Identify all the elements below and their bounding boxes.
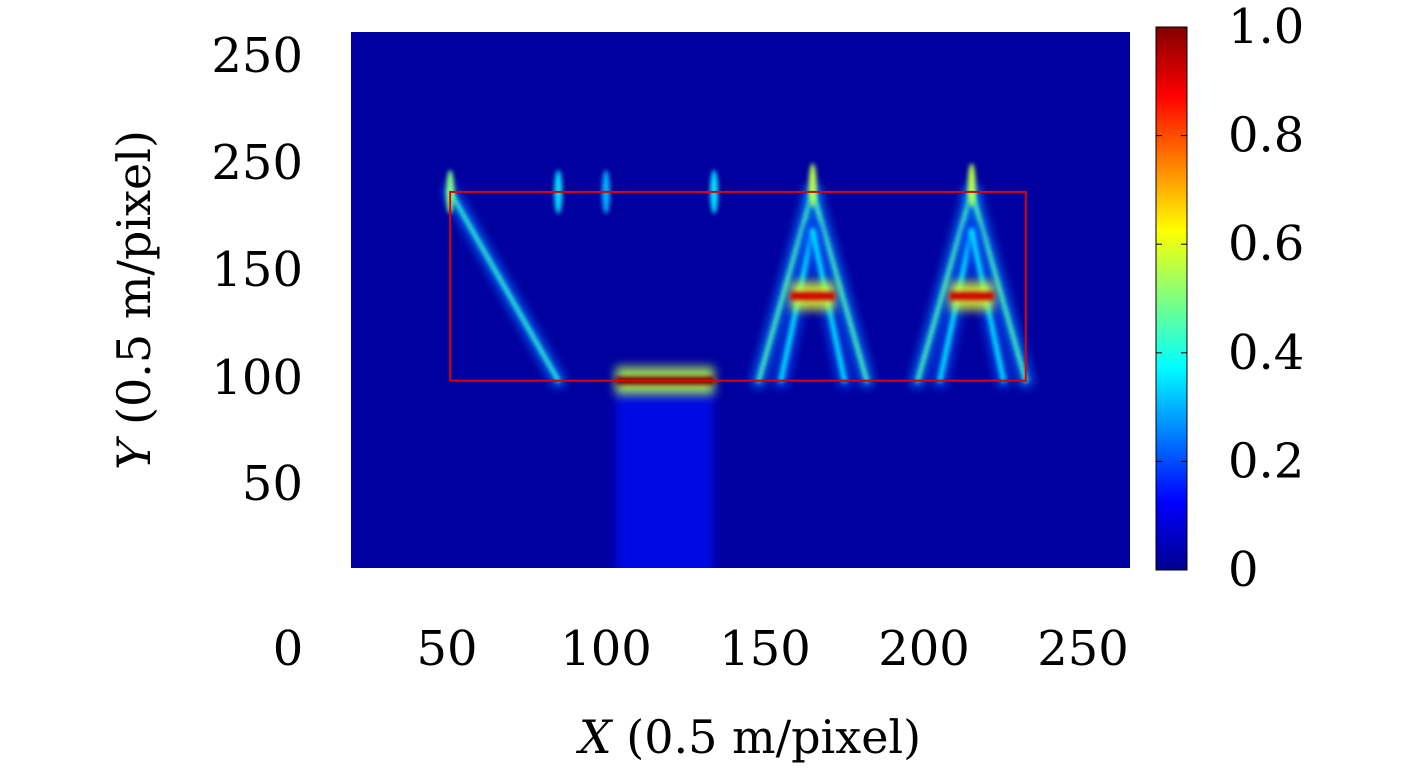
colorbar-tick-label: 0.6 — [1228, 216, 1304, 272]
letter-a-2-crossbar — [949, 292, 994, 301]
x-axis-label: X (0.5 m/pixel) — [576, 710, 921, 764]
bright-spot-5 — [808, 163, 817, 208]
colorbar-tick-label: 0.2 — [1228, 433, 1304, 489]
letter-a-2-left-outer — [915, 189, 974, 383]
x-tick-label: 0 — [273, 621, 304, 677]
target-box — [449, 190, 1027, 382]
letter-a-2-right-outer — [969, 189, 1028, 383]
y-tick-label: 250 — [211, 28, 303, 84]
heatmap-background — [351, 32, 1130, 568]
x-tick-label: 200 — [878, 621, 970, 677]
x-tick-label: 50 — [416, 621, 477, 677]
bright-spot-6 — [967, 163, 976, 208]
colorbar — [1155, 26, 1188, 571]
colorbar-tick-label: 0 — [1228, 542, 1259, 598]
colorbar-tick-label: 0.8 — [1228, 108, 1304, 164]
letter-a-1-left-outer — [756, 189, 815, 383]
x-tick-label: 100 — [560, 621, 652, 677]
colorbar-tick-label: 1.0 — [1228, 0, 1304, 55]
colorbar-tick-label: 0.4 — [1228, 325, 1304, 381]
y-tick-label: 250 — [211, 135, 303, 191]
x-tick-label: 150 — [719, 621, 811, 677]
diagonal-stroke — [448, 189, 561, 383]
letter-a-1-crossbar — [790, 292, 835, 301]
y-tick-label: 100 — [211, 350, 303, 406]
letter-a-1-right-outer — [810, 189, 869, 383]
bar-smear — [615, 389, 715, 568]
x-tick-label: 250 — [1037, 621, 1129, 677]
y-axis-label: Y (0.5 m/pixel) — [107, 130, 161, 470]
y-tick-label: 150 — [211, 242, 303, 298]
y-tick-label: 50 — [242, 456, 303, 512]
